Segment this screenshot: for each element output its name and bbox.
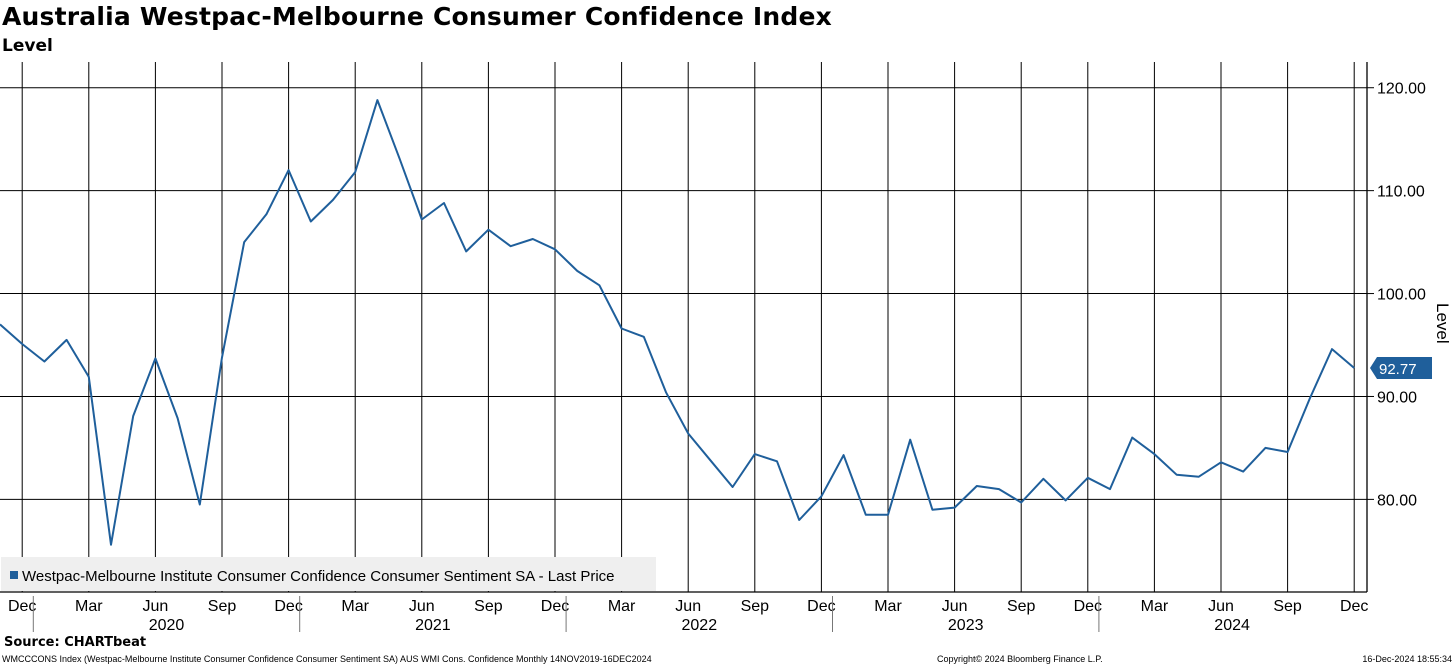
legend-label: Westpac-Melbourne Institute Consumer Con… — [22, 568, 615, 585]
y-tick-label: 110.00 — [1377, 184, 1425, 201]
last-value-label: 92.77 — [1379, 361, 1417, 378]
x-tick-label: Mar — [608, 598, 636, 615]
legend-swatch — [10, 571, 18, 579]
last-value-marker: 92.77 — [1370, 356, 1432, 379]
x-tick-label: Mar — [341, 598, 369, 615]
x-tick-label: Sep — [1273, 598, 1302, 615]
gridlines — [0, 62, 1367, 592]
x-year-label: 2022 — [682, 617, 718, 634]
chart-subtitle: Level — [2, 36, 53, 56]
copyright-note: Copyright© 2024 Bloomberg Finance L.P. — [937, 654, 1103, 664]
x-tick-label: Dec — [1074, 598, 1102, 615]
x-tick-label: Dec — [274, 598, 302, 615]
x-tick-label: Mar — [874, 598, 902, 615]
x-tick-label: Jun — [675, 598, 701, 615]
x-year-label: 2020 — [149, 617, 185, 634]
x-tick-label: Sep — [208, 598, 237, 615]
line-chart: Westpac-Melbourne Institute Consumer Con… — [0, 62, 1452, 634]
x-year-label: 2023 — [948, 617, 984, 634]
y-tick-label: 120.00 — [1377, 81, 1426, 98]
x-tick-label: Sep — [474, 598, 503, 615]
y-tick-label: 80.00 — [1377, 492, 1417, 509]
x-tick-label: Sep — [741, 598, 770, 615]
x-tick-label: Dec — [8, 598, 36, 615]
security-info: WMCCCONS Index (Westpac-Melbourne Instit… — [2, 654, 652, 664]
x-tick-label: Dec — [1340, 598, 1368, 615]
x-tick-label: Jun — [1208, 598, 1234, 615]
y-axis-ticks — [1367, 87, 1374, 500]
x-axis-year-labels: 2020 2021 2022 2023 2024 — [32, 596, 1250, 634]
x-tick-label: Mar — [1141, 598, 1169, 615]
x-tick-label: Jun — [143, 598, 169, 615]
x-tick-label: Mar — [75, 598, 103, 615]
x-tick-label: Dec — [541, 598, 569, 615]
x-tick-label: Jun — [942, 598, 968, 615]
source-note: Source: CHARTbeat — [4, 635, 147, 650]
x-year-label: 2021 — [415, 617, 451, 634]
chart-title: Australia Westpac-Melbourne Consumer Con… — [2, 2, 832, 31]
last-value-badge — [1370, 356, 1432, 379]
y-axis-labels: 80.00 90.00 100.00 110.00 120.00 — [1377, 81, 1426, 510]
y-tick-label: 100.00 — [1377, 287, 1426, 304]
y-tick-label: 90.00 — [1377, 389, 1417, 406]
x-axis-month-labels: Dec Mar Jun Sep Dec Mar Jun Sep Dec Mar Jun Sep Dec M… — [8, 598, 1368, 615]
timestamp: 16-Dec-2024 18:55:34 — [1362, 654, 1452, 664]
x-tick-label: Sep — [1007, 598, 1036, 615]
series-line — [0, 99, 1355, 546]
x-year-label: 2024 — [1214, 617, 1250, 634]
y-axis-title: Level — [1433, 303, 1452, 344]
x-tick-label: Jun — [409, 598, 435, 615]
legend-box — [1, 557, 656, 591]
x-tick-label: Dec — [807, 598, 835, 615]
